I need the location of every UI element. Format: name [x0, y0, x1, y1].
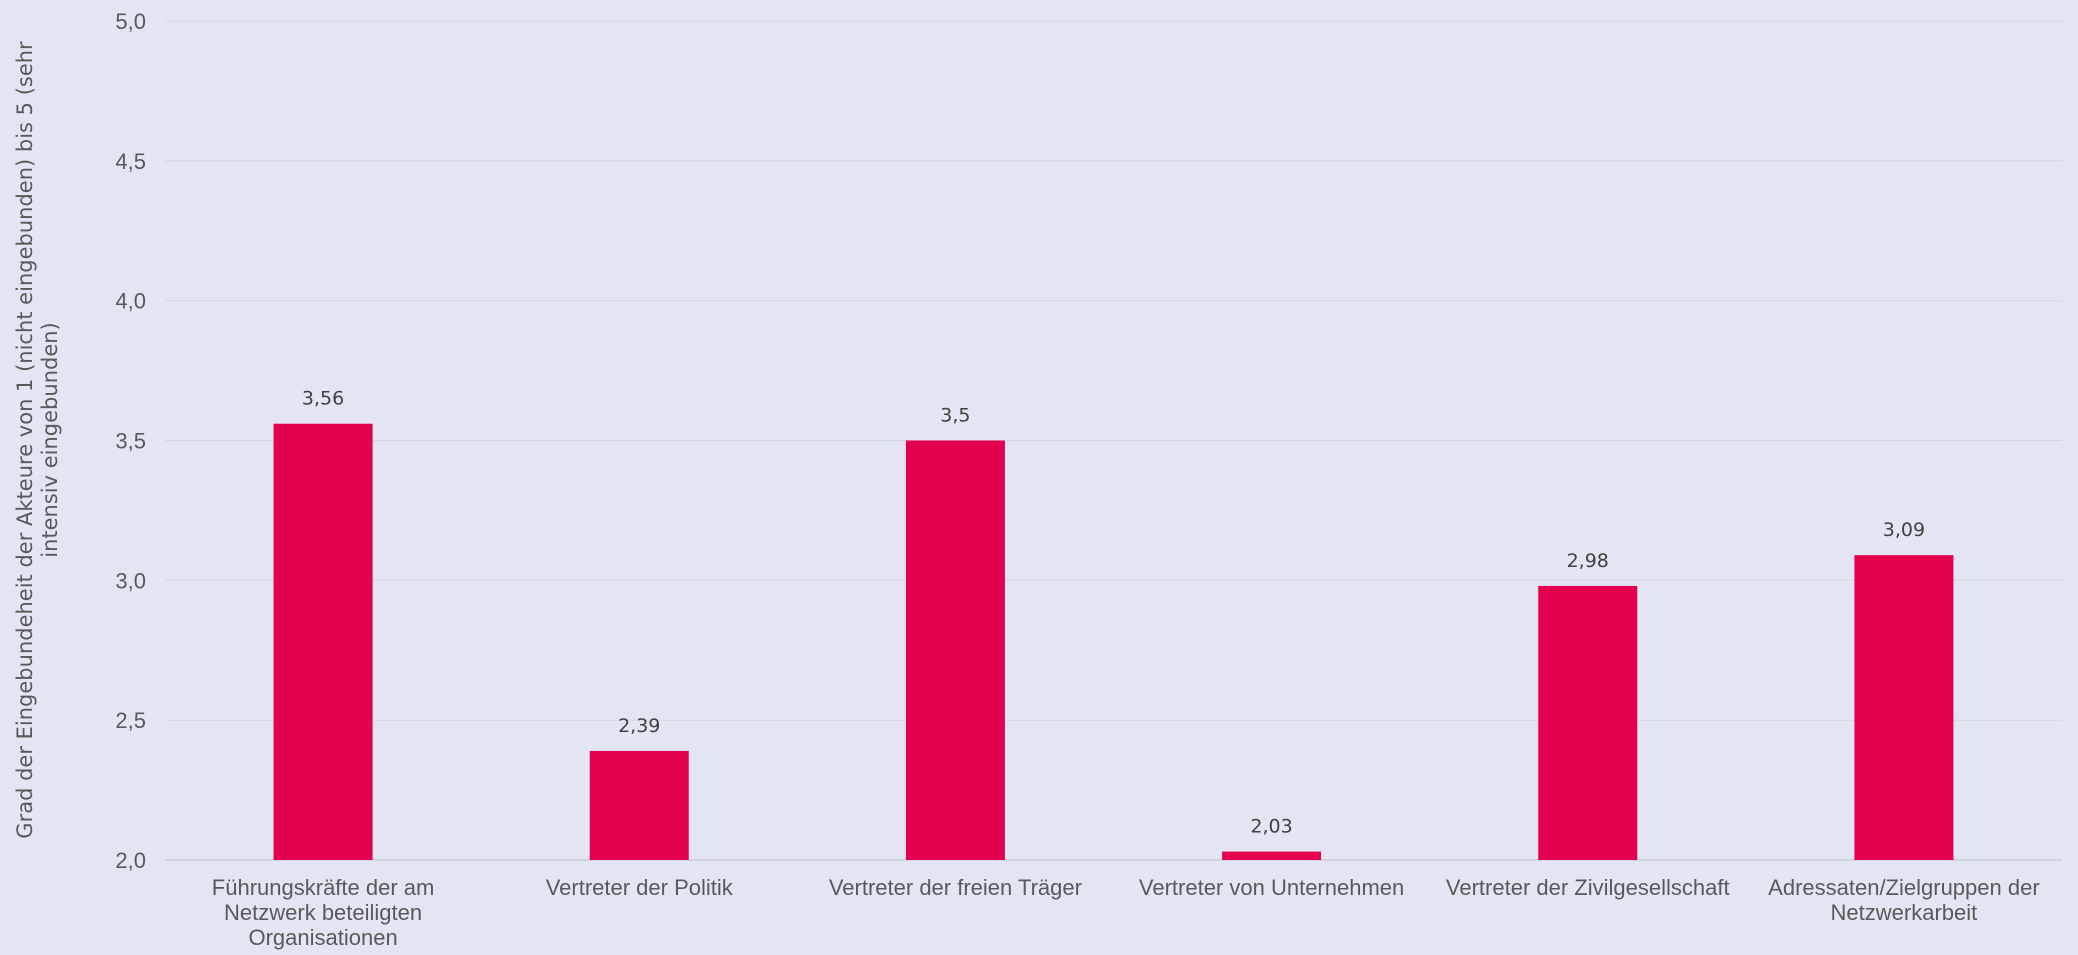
y-tick-label: 4,0	[115, 289, 146, 314]
bar	[1538, 585, 1638, 860]
data-label: 3,56	[302, 388, 344, 410]
x-tick-label: Adressaten/Zielgruppen der	[1768, 875, 2040, 900]
x-tick-label: Organisationen	[248, 925, 397, 950]
bar	[1222, 851, 1322, 860]
y-axis-title-line: intensiv eingebunden)	[38, 322, 62, 558]
y-tick-label: 3,5	[115, 429, 146, 454]
data-label: 2,03	[1250, 816, 1292, 838]
y-tick-label: 3,0	[115, 568, 146, 593]
y-axis-title: Grad der Eingebundeheit der Akteure von …	[13, 41, 62, 839]
y-axis-title-line: Grad der Eingebundeheit der Akteure von …	[13, 41, 37, 839]
data-label: 3,5	[940, 405, 970, 427]
x-tick-label: Vertreter von Unternehmen	[1139, 875, 1404, 900]
x-tick-label: Führungskräfte der am	[212, 875, 435, 900]
x-tick-label: Netzwerkarbeit	[1831, 900, 1978, 925]
bar	[273, 423, 373, 860]
y-tick-label: 2,5	[115, 708, 146, 733]
bar	[1854, 555, 1954, 860]
bar	[905, 440, 1005, 860]
data-label: 2,39	[618, 715, 660, 737]
x-tick-label: Netzwerk beteiligten	[224, 900, 422, 925]
data-label: 2,98	[1567, 550, 1609, 572]
bar	[589, 750, 689, 860]
x-tick-label: Vertreter der freien Träger	[829, 875, 1082, 900]
x-tick-label: Vertreter der Politik	[546, 875, 734, 900]
y-tick-label: 5,0	[115, 9, 146, 34]
y-tick-label: 2,0	[115, 848, 146, 873]
x-tick-label: Vertreter der Zivilgesellschaft	[1446, 875, 1730, 900]
data-label: 3,09	[1883, 519, 1925, 541]
y-tick-label: 4,5	[115, 149, 146, 174]
